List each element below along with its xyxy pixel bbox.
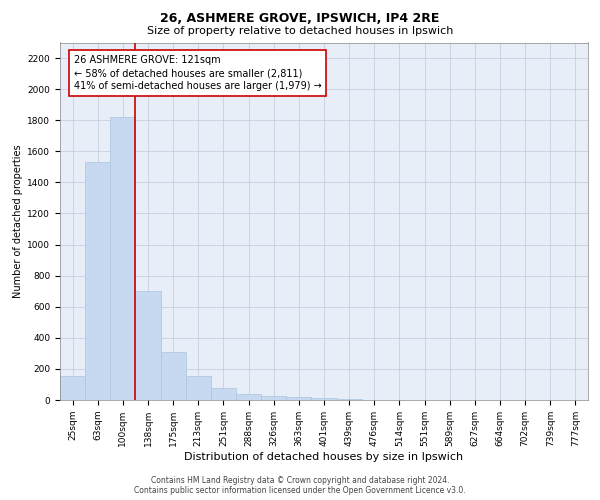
Text: 26 ASHMERE GROVE: 121sqm
← 58% of detached houses are smaller (2,811)
41% of sem: 26 ASHMERE GROVE: 121sqm ← 58% of detach… [74, 55, 322, 92]
Bar [60, 376, 85, 400]
Text: Size of property relative to detached houses in Ipswich: Size of property relative to detached ho… [147, 26, 453, 36]
Text: Contains HM Land Registry data © Crown copyright and database right 2024.
Contai: Contains HM Land Registry data © Crown c… [134, 476, 466, 495]
Bar [161, 352, 186, 400]
Bar [261, 396, 286, 400]
Y-axis label: Number of detached properties: Number of detached properties [13, 144, 23, 298]
Bar [186, 376, 211, 400]
Bar [311, 398, 337, 400]
X-axis label: Distribution of detached houses by size in Ipswich: Distribution of detached houses by size … [184, 452, 464, 462]
Bar [136, 291, 161, 400]
Text: 26, ASHMERE GROVE, IPSWICH, IP4 2RE: 26, ASHMERE GROVE, IPSWICH, IP4 2RE [160, 12, 440, 26]
Bar [337, 399, 362, 400]
Bar [236, 394, 261, 400]
Bar [110, 117, 136, 400]
Bar [286, 397, 311, 400]
Bar [85, 162, 110, 400]
Bar [211, 388, 236, 400]
